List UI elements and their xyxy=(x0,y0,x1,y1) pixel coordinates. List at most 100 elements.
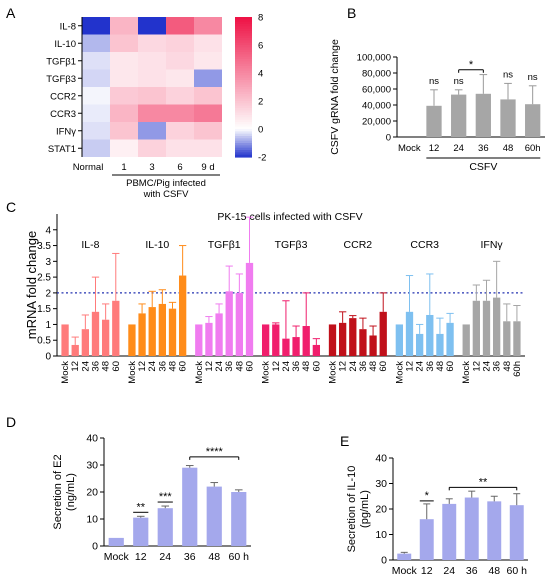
colorbar-segment xyxy=(235,80,252,83)
series-label: CCR2 xyxy=(344,239,373,251)
bar xyxy=(225,291,233,356)
x-tick-label: 24 xyxy=(415,361,426,372)
bar xyxy=(158,303,167,356)
heatmap-column-label: 1 xyxy=(121,162,126,173)
heatmap-row-label: TGFβ3 xyxy=(46,74,76,85)
heatmap-group-label: PBMC/Pig infected xyxy=(126,178,206,189)
chart-title: PK-15 cells infected with CSFV xyxy=(217,211,362,223)
significance-star: ** xyxy=(479,476,488,488)
heatmap-cell xyxy=(110,122,138,140)
colorbar-segment xyxy=(235,42,252,46)
bar xyxy=(205,322,213,356)
x-tick-label: Mock xyxy=(60,361,71,384)
colorbar-segment xyxy=(235,28,252,32)
significance-label-ns: ns xyxy=(528,72,538,83)
bar xyxy=(359,329,367,356)
bar xyxy=(513,321,521,356)
x-tick-label: 12 xyxy=(70,361,81,372)
heatmap-cell xyxy=(110,104,138,122)
colorbar-segment xyxy=(235,87,252,90)
bar xyxy=(395,324,404,356)
colorbar-segment xyxy=(235,33,252,37)
x-tick-label: 12 xyxy=(271,361,282,372)
colorbar-segment xyxy=(235,70,252,74)
y-tick-label: 3 xyxy=(45,257,51,268)
y-tick-label: 2 xyxy=(45,288,51,299)
colorbar-segment xyxy=(235,19,252,23)
bar xyxy=(148,307,156,356)
colorbar-segment xyxy=(235,66,252,69)
x-tick-label: 36 xyxy=(478,143,489,154)
bar xyxy=(235,292,244,356)
x-tick-label: Mock xyxy=(328,361,339,384)
y-tick-label: 3.5 xyxy=(37,241,51,252)
heatmap-cell xyxy=(194,52,222,70)
x-tick-label: 48 xyxy=(488,565,500,577)
colorbar-segment xyxy=(235,63,252,67)
y-tick-label: 10 xyxy=(375,529,387,541)
colorbar-segment xyxy=(235,21,252,25)
y-tick-label: 0 xyxy=(92,541,98,553)
heatmap-cell xyxy=(110,139,138,157)
colorbar-segment xyxy=(235,105,252,109)
y-axis-label: Secretion of IL-10 xyxy=(346,466,358,553)
bar xyxy=(108,537,124,546)
colorbar-segment xyxy=(235,136,252,139)
colorbar-segment xyxy=(235,154,252,158)
colorbar-tick-label: 0 xyxy=(258,125,263,136)
x-tick-label: 60 h xyxy=(229,551,250,563)
colorbar-tick-label: 6 xyxy=(258,41,263,52)
heatmap-group-label: with CSFV xyxy=(143,189,190,200)
x-tick-label: 12 xyxy=(471,361,482,372)
bar xyxy=(415,333,424,356)
x-tick-label: 12 xyxy=(137,361,148,372)
colorbar-tick-label: -2 xyxy=(258,153,266,164)
heatmap-cell xyxy=(194,69,222,87)
heatmap-row-label: TGFβ1 xyxy=(46,56,76,67)
x-tick-label: 48 xyxy=(208,551,220,563)
x-tick-label: 36 xyxy=(466,565,478,577)
heatmap-row-label: CCR2 xyxy=(50,91,76,102)
bar xyxy=(369,335,377,356)
y-tick-label: 0 xyxy=(381,555,387,567)
x-tick-label: 24 xyxy=(348,361,359,372)
x-tick-label: 24 xyxy=(214,361,225,372)
y-tick-label: 2.5 xyxy=(37,273,51,284)
bar xyxy=(231,492,247,546)
heatmap-cell xyxy=(194,34,222,52)
colorbar-segment xyxy=(235,91,252,95)
y-tick-label: 1.5 xyxy=(37,304,51,315)
panel-letter-a: A xyxy=(6,5,16,21)
significance-label-ns: ns xyxy=(454,76,464,87)
x-tick-label: 48 xyxy=(301,361,312,372)
y-tick-label: 10 xyxy=(86,514,98,526)
bar xyxy=(328,324,337,356)
bar xyxy=(338,322,347,356)
x-tick-label: Mock xyxy=(127,361,138,384)
series-label: CCR3 xyxy=(410,239,439,251)
x-tick-label: 60 xyxy=(311,361,322,372)
colorbar-segment xyxy=(235,61,252,65)
heatmap-cell xyxy=(194,17,222,35)
x-tick-label: 60 h xyxy=(507,565,528,577)
x-tick-label: Mock xyxy=(104,551,130,563)
x-tick-label: 36 xyxy=(425,361,436,372)
x-tick-label: 48 xyxy=(368,361,379,372)
heatmap-cell xyxy=(166,122,194,140)
colorbar-segment xyxy=(235,35,252,39)
panel-c-bar-chart: 0 0.5 1 1.5 2 2.5 3 3.5 4 mRNA fold change PK-15 c… xyxy=(24,211,525,384)
panel-e-bar-chart: 0 10 20 30 40 Mock 12 24 36 48 60 h Secretion of IL… xyxy=(346,453,528,577)
colorbar-segment xyxy=(235,96,252,100)
x-tick-label: 36 xyxy=(224,361,235,372)
bar xyxy=(128,324,136,356)
colorbar-segment xyxy=(235,133,252,137)
bar xyxy=(133,517,149,546)
y-tick-label: 40 xyxy=(86,433,98,445)
x-tick-label: 48 xyxy=(503,143,514,154)
heatmap-cell xyxy=(166,34,194,52)
x-tick-label: 60h xyxy=(525,143,541,154)
bar xyxy=(451,94,467,137)
colorbar-segment xyxy=(235,82,252,86)
x-tick-label: 60 xyxy=(445,361,456,372)
bar xyxy=(349,318,357,356)
